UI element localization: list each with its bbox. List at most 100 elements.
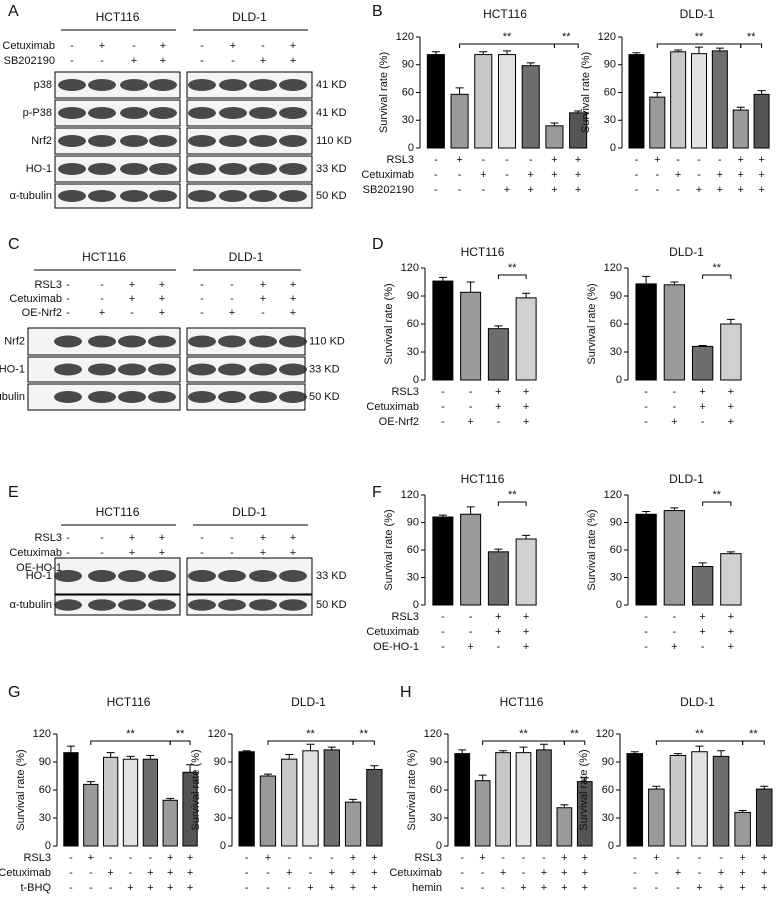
y-tick-label: 0 [45,840,51,852]
condition-sign: + [88,852,94,864]
condition-sign: - [676,852,680,864]
y-tick-label: 60 [407,544,419,556]
significance-label: ** [176,728,185,740]
y-tick-label: 30 [610,346,622,358]
y-tick-label: 0 [610,142,616,154]
condition-sign: + [541,867,547,879]
error-bar [146,754,155,760]
chart-title: DLD-1 [291,695,326,709]
condition-sign: - [149,852,153,864]
blot-band [249,79,277,91]
y-tick-label: 120 [208,728,226,740]
condition-sign: + [371,867,377,879]
treatment-sign: + [229,307,235,319]
chart-title: DLD-1 [680,695,715,709]
y-axis-label: Survival rate (%) [378,52,390,133]
error-bar [522,534,531,539]
y-tick-label: 30 [602,812,614,824]
panel-letter: G [8,684,20,701]
condition-label: Cetuximab [366,626,419,638]
condition-sign: - [460,882,464,894]
treatment-sign: + [290,532,296,544]
blot-band [279,599,307,611]
condition-sign: - [481,154,485,166]
blot-band [88,79,116,91]
size-label: 50 KD [316,190,347,202]
blot-band [249,163,277,175]
condition-sign: - [89,882,93,894]
condition-sign: + [575,169,581,181]
treatment-sign: - [100,532,104,544]
blot-band [149,163,177,175]
error-bar [66,745,75,753]
error-bar [478,774,487,781]
condition-sign: + [520,882,526,894]
bar [732,109,749,149]
condition-sign: - [469,626,473,638]
condition-sign: - [655,882,659,894]
treatment-label: RSL3 [34,532,62,544]
error-bar [479,51,488,55]
treatment-sign: + [159,547,165,559]
error-bar [466,506,475,515]
y-tick-label: 90 [402,59,414,71]
y-axis-label: Survival rate (%) [383,283,395,364]
significance-bracket [702,501,732,506]
blot-band [120,163,148,175]
y-tick-label: 120 [424,728,442,740]
error-bar [349,798,358,803]
blot-band [148,570,176,582]
condition-sign: + [728,626,734,638]
blot-band [88,391,116,403]
y-tick-label: 0 [413,599,419,611]
condition-label: OE-HO-1 [373,641,419,653]
condition-sign: + [495,386,501,398]
blot-band [219,135,247,147]
bar [366,768,383,847]
condition-sign: + [167,882,173,894]
blot-band [149,190,177,202]
condition-sign: + [696,882,702,894]
chart-title: HCT116 [461,245,505,259]
condition-sign: + [187,852,193,864]
blot-band [58,107,86,119]
protein-label: p-P38 [23,107,52,119]
condition-sign: + [147,867,153,879]
y-tick-label: 0 [616,599,622,611]
error-bar [166,797,175,801]
bar [102,756,119,847]
condition-sign: - [701,416,705,428]
treatment-label: RSL3 [34,279,62,291]
condition-label: SB202190 [363,184,414,196]
condition-sign: - [644,416,648,428]
condition-sign: - [469,611,473,623]
blot-band [58,79,86,91]
blot-band [118,363,146,376]
condition-sign: - [460,867,464,879]
condition-sign: + [761,882,767,894]
blot-band [218,363,246,376]
y-tick-label: 30 [402,114,414,126]
treatment-sign: - [261,40,265,52]
condition-sign: + [582,867,588,879]
condition-sign: - [505,154,509,166]
error-bar [499,750,508,753]
condition-sign: - [644,401,648,413]
condition-sign: - [522,852,526,864]
condition-sign: + [147,882,153,894]
blot-band [249,190,277,202]
y-tick-label: 30 [407,571,419,583]
condition-sign: + [728,401,734,413]
significance-label: ** [519,728,528,740]
blot-band [219,163,247,175]
treatment-sign: + [99,40,105,52]
treatment-sign: + [159,307,165,319]
error-bar [698,562,707,567]
protein-label: α-tubulin [10,190,52,202]
y-tick-label: 90 [602,756,614,768]
panel-letter: B [372,3,383,20]
treatment-sign: - [200,547,204,559]
bar [720,323,742,381]
bar [259,775,277,847]
panel-letter: D [372,236,384,253]
